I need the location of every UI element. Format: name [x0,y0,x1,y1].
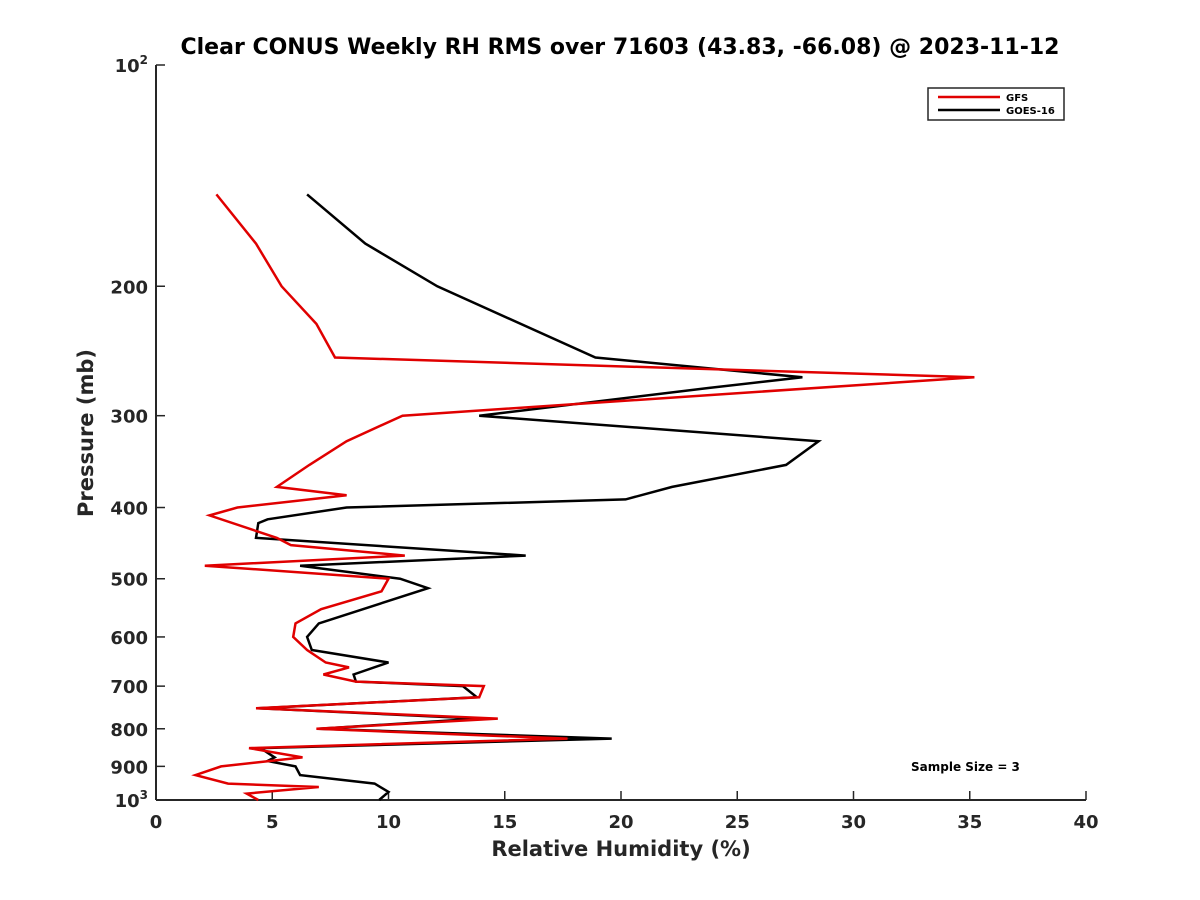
y-tick-label: 400 [110,499,148,520]
legend-label-gfs: GFS [1006,93,1028,104]
legend-label-goes16: GOES-16 [1006,106,1055,117]
x-tick-label: 35 [957,812,982,833]
plot-area: 0 5 10 15 20 25 30 35 40 102 200 300 400 500 600 700 80… [110,53,1098,833]
x-tick-label: 0 [150,812,163,833]
x-tick-label: 25 [725,812,750,833]
sample-size-annotation: Sample Size = 3 [911,760,1020,774]
y-axis-label: Pressure (mb) [74,349,98,517]
x-tick-label: 5 [266,812,279,833]
y-tick-label: 103 [115,788,148,812]
x-tick-label: 10 [376,812,401,833]
y-tick-label: 200 [110,277,148,298]
x-tick-label: 40 [1073,812,1098,833]
y-tick-label: 300 [110,407,148,428]
y-ticks: 102 200 300 400 500 600 700 800 900 103 [110,53,165,812]
x-tick-label: 30 [841,812,866,833]
x-tick-label: 15 [492,812,517,833]
y-tick-label: 800 [110,720,148,741]
legend: GFS GOES-16 [927,87,1065,121]
y-tick-label: 500 [110,570,148,591]
series-line-gfs [191,193,975,802]
x-ticks: 0 5 10 15 20 25 30 35 40 [150,791,1099,833]
series-layer [191,193,975,802]
legend-box [927,87,1065,121]
series-line-goes16 [254,193,823,801]
y-tick-label: 900 [110,757,148,778]
y-tick-label: 102 [115,53,148,77]
y-tick-label: 700 [110,677,148,698]
x-tick-label: 20 [608,812,633,833]
y-tick-label: 600 [110,628,148,649]
x-axis-label: Relative Humidity (%) [491,837,750,861]
chart-title: Clear CONUS Weekly RH RMS over 71603 (43… [181,35,1060,60]
